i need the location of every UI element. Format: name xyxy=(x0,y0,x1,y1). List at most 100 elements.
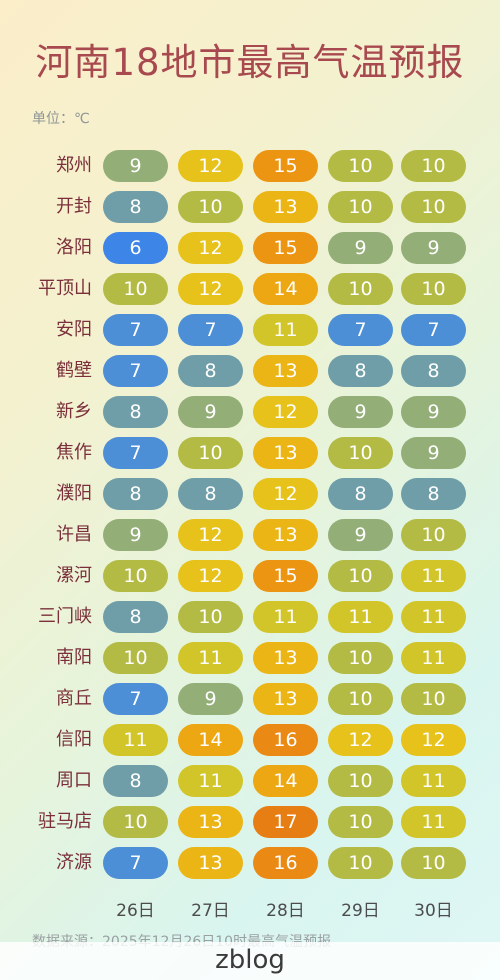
temperature-cell: 12 xyxy=(401,724,466,756)
temperature-cell: 15 xyxy=(253,232,318,264)
temperature-cell: 12 xyxy=(178,273,243,305)
city-label: 新乡 xyxy=(56,401,92,422)
temperature-cell: 10 xyxy=(103,560,168,592)
temperature-cell: 9 xyxy=(178,683,243,715)
temperature-cell: 12 xyxy=(253,478,318,510)
temperature-cell: 9 xyxy=(103,150,168,182)
city-label: 三门峡 xyxy=(38,606,92,627)
date-label: 29日 xyxy=(341,901,380,921)
temperature-cell: 11 xyxy=(401,806,466,838)
temperature-cell: 11 xyxy=(401,642,466,674)
temperature-cell: 10 xyxy=(401,683,466,715)
temperature-cell: 11 xyxy=(328,601,393,633)
date-label: 26日 xyxy=(116,901,155,921)
watermark-bar xyxy=(0,942,500,980)
city-label: 濮阳 xyxy=(56,483,92,504)
temperature-cell: 10 xyxy=(401,150,466,182)
temperature-cell: 10 xyxy=(401,519,466,551)
temperature-cell: 10 xyxy=(401,191,466,223)
city-label: 安阳 xyxy=(56,319,92,340)
temperature-cell: 11 xyxy=(253,601,318,633)
city-label: 济源 xyxy=(56,852,92,873)
temperature-cell: 10 xyxy=(103,642,168,674)
temperature-cell: 10 xyxy=(328,642,393,674)
temperature-cell: 8 xyxy=(178,478,243,510)
temperature-cell: 8 xyxy=(103,478,168,510)
temperature-cell: 10 xyxy=(103,273,168,305)
city-label: 南阳 xyxy=(56,647,92,668)
temperature-cell: 10 xyxy=(328,683,393,715)
chart-title: 河南18地市最高气温预报 xyxy=(35,41,465,84)
temperature-cell: 15 xyxy=(253,560,318,592)
temperature-cell: 12 xyxy=(178,519,243,551)
temperature-cell: 17 xyxy=(253,806,318,838)
temperature-cell: 12 xyxy=(178,232,243,264)
temperature-cell: 13 xyxy=(253,355,318,387)
temperature-cell: 8 xyxy=(103,396,168,428)
temperature-cell: 7 xyxy=(103,683,168,715)
date-label: 28日 xyxy=(266,901,305,921)
temperature-cell: 13 xyxy=(178,806,243,838)
temperature-cell: 10 xyxy=(328,560,393,592)
temperature-cell: 10 xyxy=(328,191,393,223)
temperature-cell: 15 xyxy=(253,150,318,182)
temperature-cell: 10 xyxy=(401,273,466,305)
temperature-cell: 8 xyxy=(401,478,466,510)
temperature-cell: 10 xyxy=(178,601,243,633)
city-label: 漯河 xyxy=(56,565,92,586)
temperature-cell: 10 xyxy=(328,765,393,797)
temperature-cell: 9 xyxy=(401,437,466,469)
temperature-cell: 8 xyxy=(103,765,168,797)
city-label: 洛阳 xyxy=(56,237,92,258)
temperature-cell: 7 xyxy=(328,314,393,346)
temperature-cell: 11 xyxy=(178,765,243,797)
temperature-cell: 10 xyxy=(328,806,393,838)
temperature-cell: 12 xyxy=(253,396,318,428)
temperature-cell: 12 xyxy=(328,724,393,756)
temperature-cell: 10 xyxy=(178,437,243,469)
temperature-cell: 8 xyxy=(178,355,243,387)
temperature-cell: 7 xyxy=(178,314,243,346)
city-label: 焦作 xyxy=(56,442,92,463)
temperature-cell: 10 xyxy=(328,150,393,182)
city-label: 信阳 xyxy=(56,729,92,750)
city-label: 鹤壁 xyxy=(56,360,92,381)
temperature-cell: 12 xyxy=(178,560,243,592)
city-label: 许昌 xyxy=(56,524,92,545)
temperature-cell: 8 xyxy=(401,355,466,387)
temperature-cell: 14 xyxy=(253,273,318,305)
city-label: 郑州 xyxy=(56,155,92,176)
temperature-cell: 14 xyxy=(253,765,318,797)
temperature-cell: 10 xyxy=(328,437,393,469)
temperature-cell: 13 xyxy=(253,191,318,223)
temperature-cell: 10 xyxy=(328,847,393,879)
city-label: 周口 xyxy=(56,770,92,791)
temperature-cell: 11 xyxy=(178,642,243,674)
temperature-cell: 8 xyxy=(103,191,168,223)
temperature-cell: 8 xyxy=(328,478,393,510)
watermark: zblog xyxy=(215,945,285,975)
temperature-cell: 12 xyxy=(178,150,243,182)
temperature-cell: 11 xyxy=(401,601,466,633)
temperature-cell: 16 xyxy=(253,847,318,879)
city-label: 平顶山 xyxy=(38,278,92,299)
temperature-cell: 9 xyxy=(401,232,466,264)
city-label: 驻马店 xyxy=(38,811,92,832)
temperature-cell: 13 xyxy=(253,519,318,551)
temperature-cell: 14 xyxy=(178,724,243,756)
temperature-cell: 8 xyxy=(103,601,168,633)
temperature-cell: 10 xyxy=(103,806,168,838)
temperature-cell: 9 xyxy=(328,519,393,551)
temperature-cell: 8 xyxy=(328,355,393,387)
temperature-cell: 11 xyxy=(253,314,318,346)
temperature-cell: 16 xyxy=(253,724,318,756)
temperature-cell: 7 xyxy=(103,314,168,346)
temperature-cell: 10 xyxy=(328,273,393,305)
temperature-cell: 13 xyxy=(253,683,318,715)
temperature-cell: 9 xyxy=(328,232,393,264)
temperature-cell: 7 xyxy=(401,314,466,346)
temperature-cell: 7 xyxy=(103,847,168,879)
date-label: 30日 xyxy=(414,901,453,921)
temperature-cell: 9 xyxy=(178,396,243,428)
temperature-cell: 9 xyxy=(328,396,393,428)
